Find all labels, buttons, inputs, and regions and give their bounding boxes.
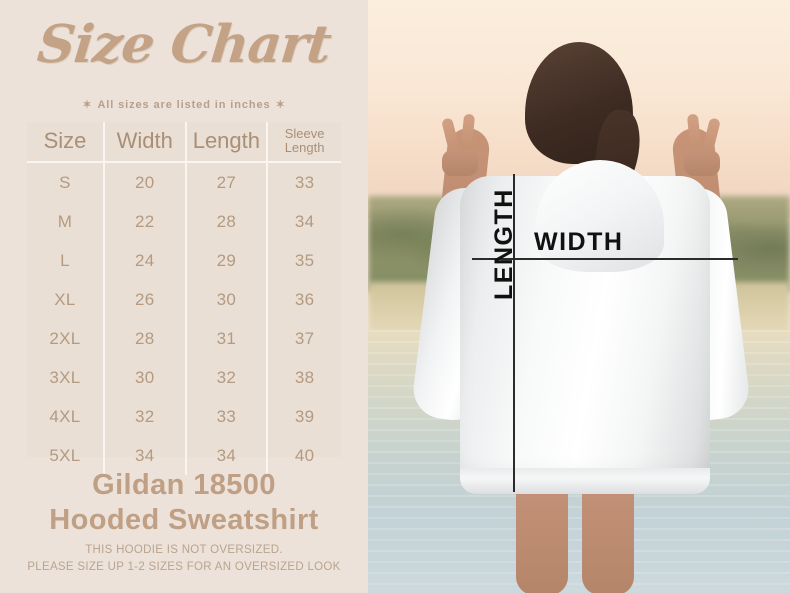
table-row: 2XL 28 31 37 <box>27 319 341 358</box>
table-row: M 22 28 34 <box>27 202 341 241</box>
cell-length: 27 <box>184 162 268 202</box>
model-hand-left <box>440 112 480 176</box>
table-row: S 20 27 33 <box>27 162 341 202</box>
cell-sleeve: 35 <box>266 241 341 280</box>
cell-sleeve: 40 <box>266 436 341 475</box>
disclaimer-line-1: THIS HOODIE IS NOT OVERSIZED. <box>85 544 283 556</box>
table-row: XL 26 30 36 <box>27 280 341 319</box>
cell-size: 3XL <box>49 367 81 387</box>
cell-length: 29 <box>184 241 268 280</box>
knuckle <box>442 150 478 176</box>
size-table-body: S 20 27 33 M 22 28 34 L 24 29 <box>27 162 341 475</box>
cell-length: 32 <box>184 358 268 397</box>
cell-size: L <box>60 250 70 270</box>
column-header-width: Width <box>102 122 186 163</box>
table-row: 5XL 34 34 40 <box>27 436 341 475</box>
table-row: 4XL 32 33 39 <box>27 397 341 436</box>
size-table: Size Width Length Sleeve Length S 20 27 <box>27 122 341 475</box>
table-row: 3XL 30 32 38 <box>27 358 341 397</box>
size-chart-panel: Size Chart ✶ All sizes are listed in inch… <box>0 0 368 593</box>
cell-sleeve: 33 <box>266 162 341 202</box>
sleeve-header-line-1: Sleeve <box>284 126 325 142</box>
cell-length: 28 <box>184 202 268 241</box>
cell-width: 26 <box>102 280 186 319</box>
length-measurement-line <box>513 174 515 492</box>
cell-size: 4XL <box>49 406 81 426</box>
cell-width: 20 <box>102 162 186 202</box>
hoodie-hood <box>536 160 664 272</box>
cell-sleeve: 37 <box>266 319 341 358</box>
cell-width: 30 <box>102 358 186 397</box>
cell-sleeve: 36 <box>266 280 341 319</box>
cell-width: 24 <box>102 241 186 280</box>
cell-width: 32 <box>102 397 186 436</box>
knuckle <box>684 150 720 176</box>
width-measurement-label: WIDTH <box>534 228 624 256</box>
disclaimer-line-2: PLEASE SIZE UP 1-2 SIZES FOR AN OVERSIZE… <box>27 560 341 573</box>
cell-size: S <box>59 172 71 192</box>
cell-width: 28 <box>102 319 186 358</box>
cell-length: 30 <box>184 280 268 319</box>
hoodie-hem <box>460 468 710 494</box>
chart-subtitle: ✶ All sizes are listed in inches ✶ <box>0 98 368 111</box>
cell-width: 34 <box>102 436 186 475</box>
width-measurement-line <box>472 258 738 260</box>
cell-length: 34 <box>184 436 268 475</box>
table-row: L 24 29 35 <box>27 241 341 280</box>
cell-size: 5XL <box>49 445 81 465</box>
page-title: Size Chart <box>34 14 334 75</box>
sleeve-header-line-2: Length <box>284 140 325 155</box>
cell-sleeve: 39 <box>266 397 341 436</box>
column-header-size: Size <box>27 122 104 163</box>
cell-length: 31 <box>184 319 268 358</box>
table-header-row: Size Width Length Sleeve Length <box>27 122 341 163</box>
chart-subtitle-text: All sizes are listed in inches <box>97 99 271 111</box>
star-icon: ✶ <box>275 99 286 111</box>
column-header-length: Length <box>184 122 268 163</box>
size-table-container: Size Width Length Sleeve Length S 20 27 <box>27 122 341 475</box>
cell-size: M <box>57 211 73 231</box>
cell-size: 2XL <box>49 328 81 348</box>
sizing-disclaimer: THIS HOODIE IS NOT OVERSIZED. PLEASE SIZ… <box>0 542 368 575</box>
column-header-sleeve-length: Sleeve Length <box>266 122 341 163</box>
product-name-line-2: Hooded Sweatshirt <box>49 504 319 537</box>
cell-sleeve: 38 <box>266 358 341 397</box>
length-measurement-label: LENGTH <box>490 188 518 300</box>
model-hand-right <box>682 112 722 176</box>
cell-width: 22 <box>102 202 186 241</box>
product-photo: WIDTH LENGTH <box>368 0 790 593</box>
cell-size: XL <box>54 289 76 309</box>
cell-length: 33 <box>184 397 268 436</box>
star-icon: ✶ <box>82 99 93 111</box>
cell-sleeve: 34 <box>266 202 341 241</box>
product-name-line-1: Gildan 18500 <box>92 469 276 501</box>
product-name: Gildan 18500 Hooded Sweatshirt <box>0 468 368 539</box>
